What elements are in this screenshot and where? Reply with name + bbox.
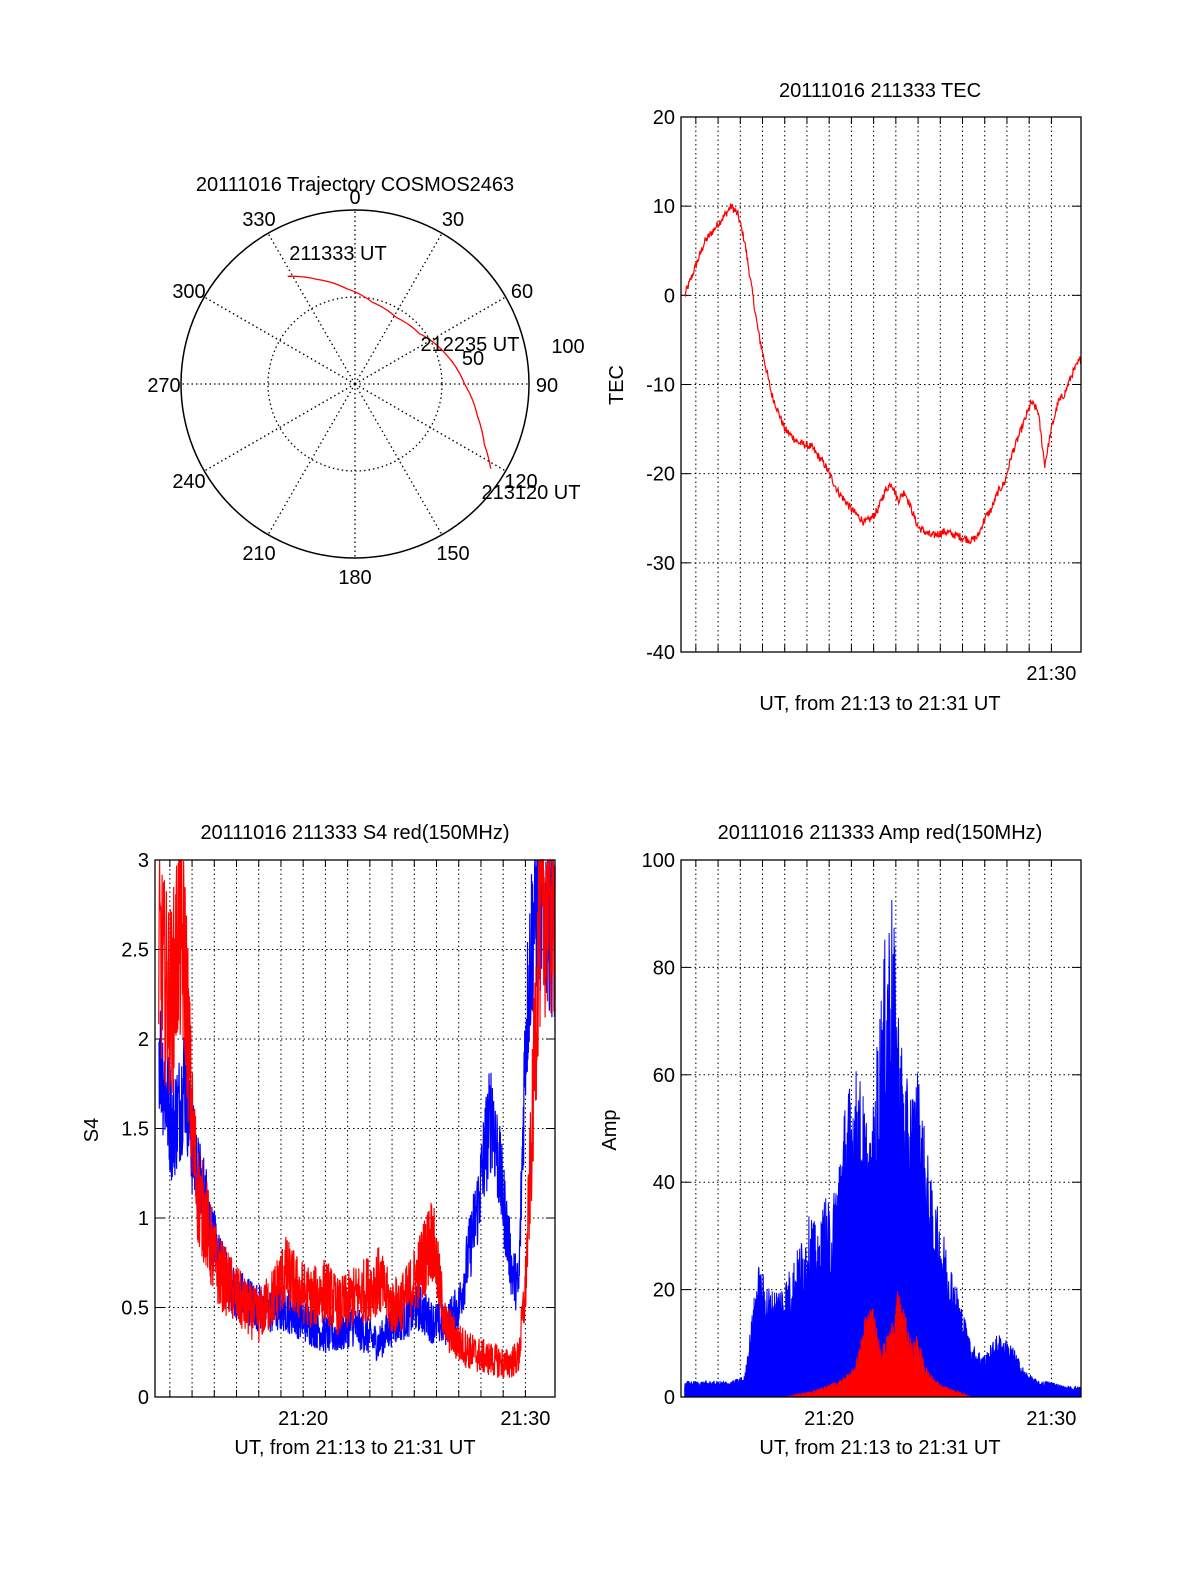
amp-title: 20111016 211333 Amp red(150MHz) — [718, 822, 1043, 844]
tec-frame — [680, 116, 1082, 653]
tec-ylabel: TEC — [606, 365, 628, 405]
azimuth-label: 300 — [172, 281, 205, 303]
y-tick-label: 0.5 — [121, 1298, 149, 1320]
y-tick-label: 10 — [653, 196, 675, 218]
s4-red-series-line — [158, 859, 556, 1378]
y-tick-label: -40 — [646, 642, 675, 664]
y-tick-label: 20 — [653, 107, 675, 129]
y-tick-label: -10 — [646, 375, 675, 397]
s4-frame — [154, 859, 556, 1398]
amp-chart: 20111016 211333 Amp red(150MHz) 100 80 60 4… — [599, 822, 1082, 1459]
polar-title: 20111016 Trajectory COSMOS2463 — [196, 174, 514, 196]
polar-spoke — [267, 383, 356, 536]
azimuth-label: 240 — [172, 471, 205, 493]
y-tick-label: 0 — [138, 1387, 149, 1409]
s4-ticks: 3 2.5 2 1.5 1 0.5 0 21:20 21:30 — [121, 850, 555, 1430]
x-tick-label: 21:20 — [804, 1408, 854, 1430]
y-tick-label: 1 — [138, 1208, 149, 1230]
amp-ylabel: Amp — [599, 1109, 621, 1150]
polar-inner-circle — [267, 296, 443, 472]
radius-label: 100 — [551, 336, 584, 358]
tec-title: 20111016 211333 TEC — [779, 80, 981, 102]
polar-spoke — [203, 383, 356, 472]
y-tick-label: 80 — [653, 957, 675, 979]
polar-spoke — [203, 296, 356, 385]
trajectory-time-label: 212235 UT — [421, 334, 520, 356]
x-tick-label: 21:20 — [278, 1408, 328, 1430]
azimuth-label: 270 — [147, 375, 180, 397]
s4-xlabel: UT, from 21:13 to 21:31 UT — [234, 1437, 475, 1459]
y-tick-label: 0 — [664, 1387, 675, 1409]
y-tick-label: 2.5 — [121, 940, 149, 962]
s4-ylabel: S4 — [81, 1118, 103, 1142]
x-tick-label: 21:30 — [1026, 663, 1076, 685]
tec-chart: 20111016 211333 TEC 20 10 0 -10 -20 -30 -40 21:… — [606, 80, 1082, 715]
azimuth-label: 0 — [349, 187, 360, 209]
trajectory-line — [287, 275, 492, 469]
y-tick-label: 2 — [138, 1029, 149, 1051]
trajectory-annotations: 211333 UT 212235 UT 213120 UT — [289, 243, 580, 504]
radius-labels: 50 100 — [462, 336, 585, 370]
polar-spoke — [267, 232, 356, 385]
y-tick-label: -20 — [646, 464, 675, 486]
y-tick-label: -30 — [646, 553, 675, 575]
y-tick-label: 1.5 — [121, 1119, 149, 1141]
tec-xlabel: UT, from 21:13 to 21:31 UT — [759, 693, 1000, 715]
tec-grid — [681, 116, 1081, 653]
azimuth-label: 30 — [442, 209, 464, 231]
polar-trajectory-chart: 20111016 Trajectory COSMOS2463 0 30 60 90 12… — [147, 174, 584, 589]
y-tick-label: 60 — [653, 1065, 675, 1087]
polar-outer-circle — [180, 209, 530, 559]
radius-label: 50 — [462, 348, 484, 370]
azimuth-label: 90 — [536, 375, 558, 397]
trajectory-time-label: 213120 UT — [482, 482, 581, 504]
azimuth-labels: 0 30 60 90 120 150 180 210 240 270 300 330 — [147, 187, 558, 589]
y-tick-label: 100 — [642, 850, 675, 872]
azimuth-label: 120 — [504, 471, 537, 493]
amp-xlabel: UT, from 21:13 to 21:31 UT — [759, 1437, 1000, 1459]
azimuth-label: 150 — [436, 543, 469, 565]
tec-ticks: 20 10 0 -10 -20 -30 -40 21:30 — [646, 107, 1081, 685]
azimuth-label: 330 — [242, 209, 275, 231]
x-tick-label: 21:30 — [500, 1408, 550, 1430]
tec-series-line — [684, 203, 1082, 545]
s4-chart: 20111016 211333 S4 red(150MHz) 3 2.5 2 1.5 1… — [81, 822, 556, 1459]
amp-frame — [680, 859, 1082, 1398]
s4-title: 20111016 211333 S4 red(150MHz) — [200, 822, 509, 844]
trajectory-time-label: 211333 UT — [289, 243, 386, 265]
amp-blue-series-area — [684, 900, 1082, 1398]
x-tick-label: 21:30 — [1026, 1408, 1076, 1430]
y-tick-label: 0 — [664, 285, 675, 307]
y-tick-label: 20 — [653, 1280, 675, 1302]
azimuth-label: 60 — [511, 281, 533, 303]
y-tick-label: 3 — [138, 850, 149, 872]
azimuth-label: 210 — [242, 543, 275, 565]
amp-ticks: 100 80 60 40 20 0 21:20 21:30 — [642, 850, 1081, 1430]
y-tick-label: 40 — [653, 1172, 675, 1194]
azimuth-label: 180 — [338, 567, 371, 589]
